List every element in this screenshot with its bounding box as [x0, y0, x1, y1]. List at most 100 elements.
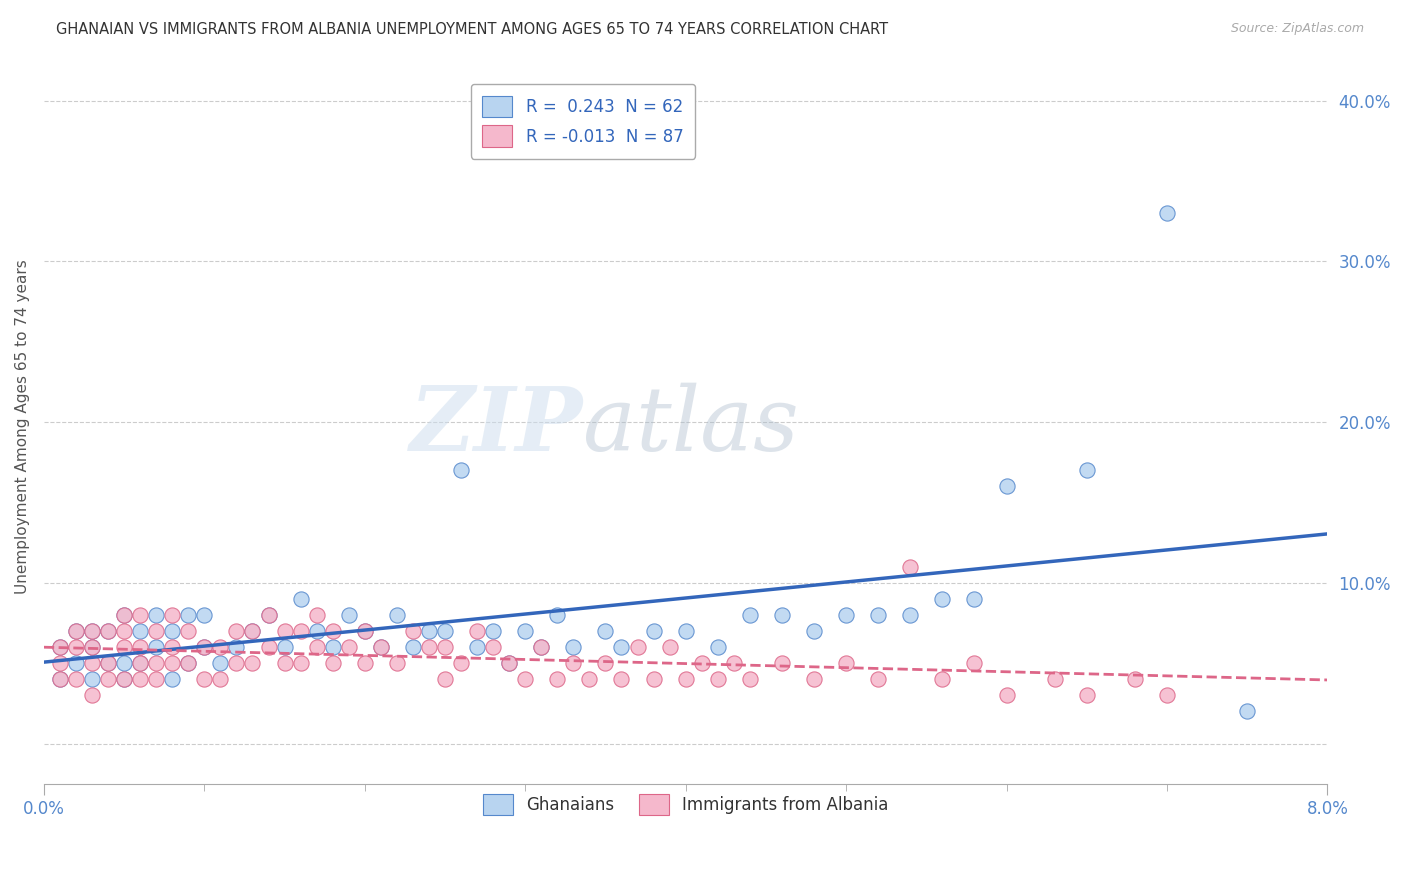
- Point: [835, 607, 858, 622]
- Point: [80, 640, 103, 654]
- Point: [322, 656, 344, 670]
- Point: [595, 624, 617, 638]
- Point: [193, 640, 215, 654]
- Point: [995, 689, 1018, 703]
- Point: [465, 624, 488, 638]
- Point: [898, 559, 921, 574]
- Point: [112, 607, 135, 622]
- Legend: Ghanaians, Immigrants from Albania: Ghanaians, Immigrants from Albania: [472, 784, 898, 825]
- Point: [305, 640, 328, 654]
- Point: [145, 640, 167, 654]
- Point: [49, 640, 72, 654]
- Point: [273, 624, 295, 638]
- Point: [97, 656, 120, 670]
- Point: [129, 607, 152, 622]
- Text: atlas: atlas: [583, 383, 799, 469]
- Point: [257, 607, 280, 622]
- Point: [97, 624, 120, 638]
- Point: [498, 656, 520, 670]
- Point: [80, 624, 103, 638]
- Point: [658, 640, 681, 654]
- Point: [868, 607, 890, 622]
- Point: [193, 607, 215, 622]
- Point: [610, 673, 633, 687]
- Point: [530, 640, 553, 654]
- Point: [49, 656, 72, 670]
- Point: [931, 673, 953, 687]
- Point: [145, 673, 167, 687]
- Point: [177, 656, 200, 670]
- Text: ZIP: ZIP: [409, 383, 583, 469]
- Point: [112, 640, 135, 654]
- Point: [770, 607, 793, 622]
- Point: [706, 673, 728, 687]
- Point: [112, 624, 135, 638]
- Point: [65, 640, 87, 654]
- Point: [353, 656, 375, 670]
- Point: [546, 607, 568, 622]
- Point: [498, 656, 520, 670]
- Point: [1236, 705, 1258, 719]
- Point: [690, 656, 713, 670]
- Point: [290, 624, 312, 638]
- Point: [129, 656, 152, 670]
- Text: GHANAIAN VS IMMIGRANTS FROM ALBANIA UNEMPLOYMENT AMONG AGES 65 TO 74 YEARS CORRE: GHANAIAN VS IMMIGRANTS FROM ALBANIA UNEM…: [56, 22, 889, 37]
- Point: [578, 673, 600, 687]
- Point: [257, 640, 280, 654]
- Point: [868, 673, 890, 687]
- Point: [129, 673, 152, 687]
- Point: [177, 607, 200, 622]
- Point: [353, 624, 375, 638]
- Point: [193, 640, 215, 654]
- Point: [80, 656, 103, 670]
- Point: [112, 656, 135, 670]
- Point: [225, 624, 247, 638]
- Point: [562, 656, 585, 670]
- Point: [49, 673, 72, 687]
- Point: [1156, 689, 1178, 703]
- Point: [1043, 673, 1066, 687]
- Point: [129, 656, 152, 670]
- Point: [770, 656, 793, 670]
- Point: [450, 656, 472, 670]
- Point: [129, 624, 152, 638]
- Point: [1123, 673, 1146, 687]
- Point: [162, 640, 184, 654]
- Point: [80, 624, 103, 638]
- Point: [610, 640, 633, 654]
- Point: [145, 656, 167, 670]
- Point: [49, 673, 72, 687]
- Point: [433, 624, 456, 638]
- Point: [145, 624, 167, 638]
- Point: [209, 656, 232, 670]
- Point: [65, 624, 87, 638]
- Point: [162, 624, 184, 638]
- Point: [898, 607, 921, 622]
- Point: [65, 673, 87, 687]
- Point: [305, 607, 328, 622]
- Text: Source: ZipAtlas.com: Source: ZipAtlas.com: [1230, 22, 1364, 36]
- Point: [112, 607, 135, 622]
- Point: [337, 640, 360, 654]
- Point: [193, 673, 215, 687]
- Point: [706, 640, 728, 654]
- Point: [290, 591, 312, 606]
- Point: [433, 673, 456, 687]
- Point: [385, 607, 408, 622]
- Point: [738, 673, 761, 687]
- Point: [675, 673, 697, 687]
- Point: [418, 640, 440, 654]
- Point: [177, 624, 200, 638]
- Point: [97, 624, 120, 638]
- Point: [225, 640, 247, 654]
- Point: [65, 656, 87, 670]
- Point: [643, 624, 665, 638]
- Point: [80, 673, 103, 687]
- Point: [675, 624, 697, 638]
- Point: [273, 640, 295, 654]
- Point: [290, 656, 312, 670]
- Point: [162, 673, 184, 687]
- Point: [835, 656, 858, 670]
- Point: [97, 656, 120, 670]
- Point: [723, 656, 745, 670]
